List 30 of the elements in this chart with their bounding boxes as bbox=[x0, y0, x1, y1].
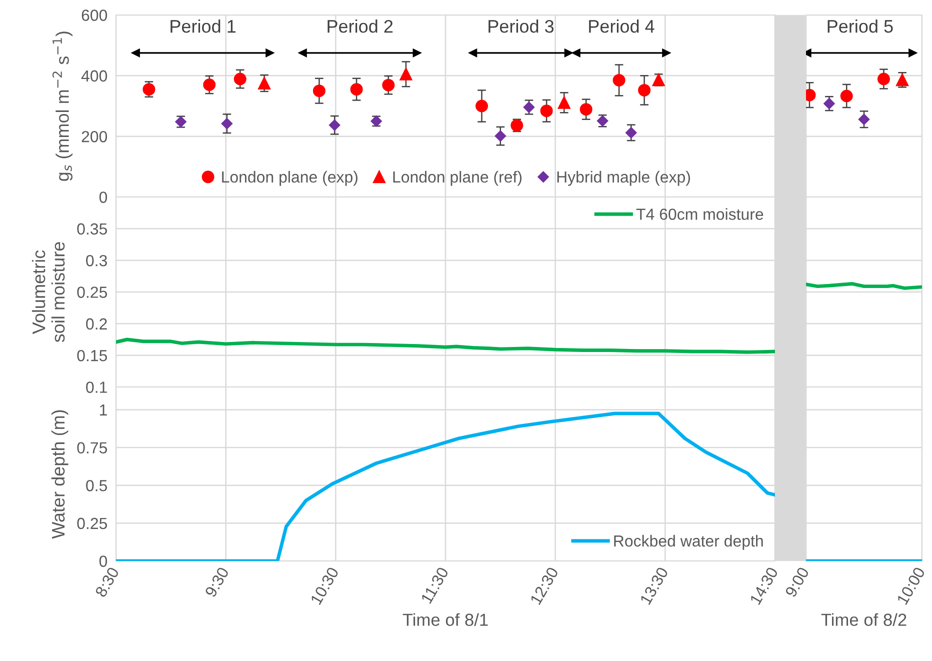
annotation: Period 5 bbox=[828, 20, 893, 33]
legend-label: Hybrid maple (exp) bbox=[557, 170, 690, 186]
y-tick-label: 0.3 bbox=[86, 254, 107, 266]
x-axis-title: Time of 8/2 bbox=[821, 613, 906, 626]
y-tick-label: 0.2 bbox=[86, 318, 107, 330]
legend-label: T4 60cm moisture bbox=[636, 208, 764, 220]
annotation: Period 1 bbox=[170, 20, 236, 33]
y-tick-label: 400 bbox=[81, 70, 108, 82]
y-tick-label: 600 bbox=[82, 10, 108, 21]
y-tick-label: 0 bbox=[99, 556, 108, 567]
y-axis-title: Volumetric soil moisture bbox=[32, 242, 65, 342]
legend-label: London plane (exp) bbox=[222, 170, 358, 186]
y-tick-label: 0.35 bbox=[77, 223, 107, 235]
legend-label: London plane (ref) bbox=[393, 170, 522, 186]
y-tick-label: 0.75 bbox=[77, 442, 107, 454]
y-tick-label: 0.25 bbox=[77, 518, 107, 530]
y-tick-label: 1 bbox=[100, 404, 107, 416]
annotation: Period 3 bbox=[488, 20, 554, 33]
y-tick-label: 0.5 bbox=[86, 480, 107, 492]
y-tick-label: 0 bbox=[99, 192, 108, 203]
y-tick-label: 0.25 bbox=[77, 286, 107, 298]
annotation: Period 4 bbox=[589, 20, 654, 33]
y-axis-title: g$_{s}$ (mmol m$^{−2}$ s$^{−1}$) bbox=[52, 32, 73, 181]
y-axis-title: Water depth (m) bbox=[51, 410, 68, 539]
y-tick-label: 200 bbox=[82, 130, 108, 142]
y-tick-label: 0.15 bbox=[77, 350, 107, 362]
annotation: Period 2 bbox=[328, 20, 393, 33]
x-axis-title: Time of 8/1 bbox=[402, 613, 488, 626]
y-tick-label: 0.1 bbox=[86, 382, 107, 393]
legend-label: Rockbed water depth bbox=[614, 534, 763, 550]
